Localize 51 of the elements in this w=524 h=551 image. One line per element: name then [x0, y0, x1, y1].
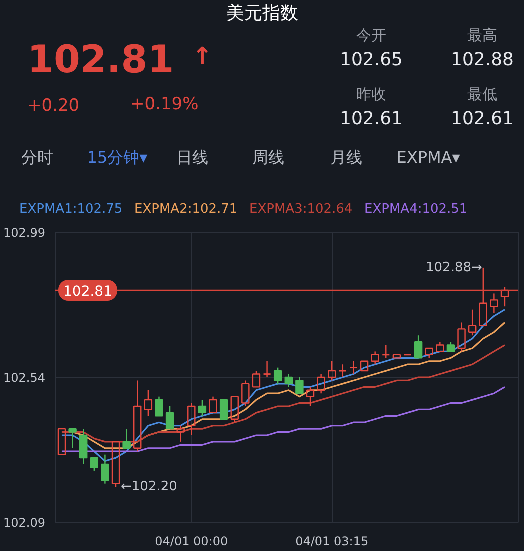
text: EXPMA3:102.64	[250, 202, 353, 217]
text: 15分钟▾	[87, 148, 148, 167]
text: 102.81	[28, 38, 174, 82]
candlestick	[360, 360, 369, 372]
text: EXPMA▾	[396, 148, 460, 167]
candlestick	[209, 396, 218, 414]
text: 月线	[330, 148, 362, 167]
text: 今开	[356, 26, 386, 44]
candlestick	[58, 428, 66, 456]
text: 102.65	[340, 50, 403, 70]
candlestick	[242, 380, 250, 408]
candlestick	[122, 428, 131, 449]
text: 周线	[252, 148, 284, 167]
candlestick	[155, 396, 164, 417]
y-tick-label: 102.09	[4, 516, 46, 530]
text: 102.61	[451, 108, 514, 130]
x-tick-label: 04/01 03:15	[296, 534, 369, 548]
text: EXPMA4:102.51	[364, 202, 468, 217]
candlestick	[436, 341, 444, 352]
text: 分时	[22, 148, 54, 167]
text: 102.61	[340, 108, 403, 130]
annotation: ←102.20	[121, 480, 178, 495]
y-tick-label: 102.54	[4, 371, 46, 385]
text: ↑	[192, 42, 213, 70]
text: 102.88	[451, 50, 514, 70]
candlestick	[176, 425, 185, 443]
candlestick	[317, 374, 326, 394]
text: 最高	[468, 26, 498, 44]
x-tick-label: 04/01 00:00	[155, 534, 228, 548]
chart-title: 美元指数	[226, 3, 298, 24]
candlestick	[458, 322, 466, 352]
candlestick	[101, 454, 110, 484]
y-tick-label: 102.99	[4, 226, 46, 240]
candlestick	[350, 360, 358, 375]
text: EXPMA1:102.75	[20, 202, 123, 217]
candlestick	[371, 351, 380, 366]
candlestick	[68, 428, 77, 449]
text: 昨收	[356, 86, 386, 104]
line-series	[61, 386, 506, 452]
ref-line-label: 102.81	[64, 284, 112, 300]
annotation: 102.88→	[426, 260, 482, 276]
candlestick	[490, 293, 498, 314]
text: +0.20	[28, 96, 80, 116]
candlestick	[263, 360, 272, 378]
text: 日线	[176, 148, 208, 167]
text: 最低	[468, 86, 498, 104]
candlestick	[392, 354, 402, 359]
candlestick	[220, 399, 228, 420]
text: +0.19%	[130, 94, 199, 114]
text: EXPMA2:102.71	[134, 202, 238, 217]
candlestick	[296, 376, 304, 394]
